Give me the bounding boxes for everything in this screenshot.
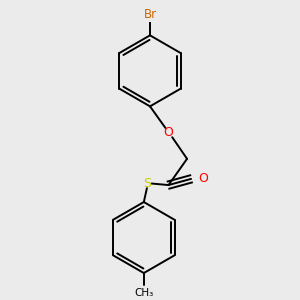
Text: S: S bbox=[143, 177, 151, 190]
Text: CH₃: CH₃ bbox=[134, 288, 154, 298]
Text: Br: Br bbox=[143, 8, 157, 22]
Text: O: O bbox=[198, 172, 208, 185]
Text: O: O bbox=[164, 126, 173, 139]
